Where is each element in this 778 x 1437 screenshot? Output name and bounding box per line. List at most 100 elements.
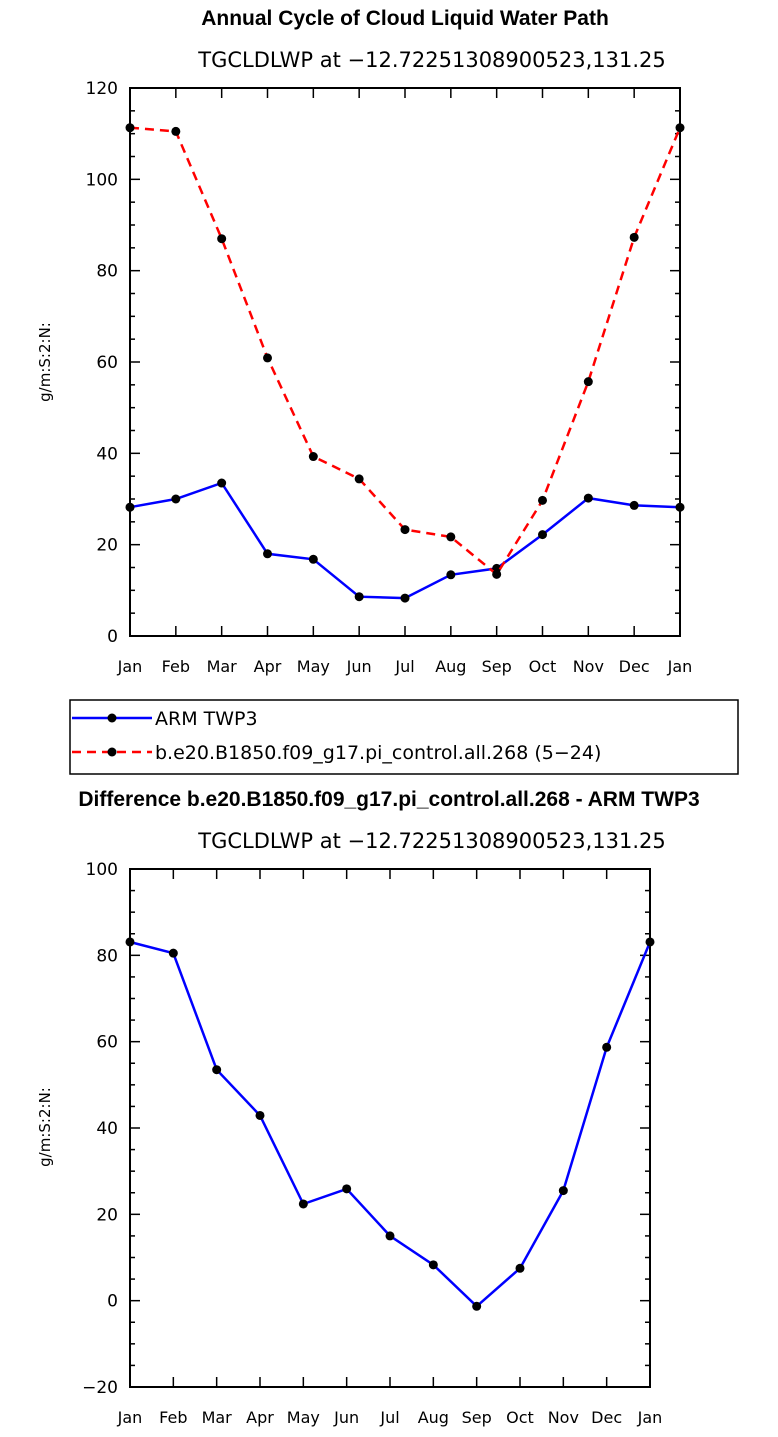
data-point xyxy=(263,353,272,363)
data-point xyxy=(354,474,364,484)
data-point xyxy=(645,937,655,947)
data-point xyxy=(629,500,639,510)
x-tick-label: Mar xyxy=(207,657,238,676)
series-line xyxy=(129,481,681,600)
y-tick-label: 40 xyxy=(96,1119,118,1139)
x-tick-label: Aug xyxy=(418,1408,449,1427)
legend-marker-arm xyxy=(107,713,117,723)
x-tick-label: Sep xyxy=(482,657,512,676)
x-tick-label: Dec xyxy=(619,657,650,676)
legend: ARM TWP3 b.e20.B1850.f09_g17.pi_control.… xyxy=(69,699,739,775)
legend-box xyxy=(69,699,739,775)
x-tick-label: Jan xyxy=(117,657,143,676)
data-point xyxy=(583,377,593,387)
data-point xyxy=(538,495,547,505)
data-point xyxy=(217,234,227,244)
x-tick-label: Feb xyxy=(159,1408,187,1427)
y-tick-label: 60 xyxy=(96,353,118,373)
data-point xyxy=(125,502,135,512)
x-tick-label: Sep xyxy=(462,1408,492,1427)
data-point xyxy=(354,592,364,602)
x-tick-label: Nov xyxy=(573,657,604,676)
x-tick-label: Jun xyxy=(346,657,372,676)
y-tick-label: 100 xyxy=(86,860,118,880)
x-tick-label: Jan xyxy=(667,657,693,676)
plot-frame xyxy=(129,868,651,1388)
data-point xyxy=(171,494,181,504)
chart-subtitle: TGCLDLWP at −12.72251308900523,131.25 xyxy=(197,48,666,72)
data-point xyxy=(400,525,410,535)
data-point xyxy=(212,1065,222,1075)
data-point xyxy=(446,532,456,542)
x-tick-label: Apr xyxy=(254,657,282,676)
y-axis-label: g/m:S:2:N: xyxy=(36,1087,54,1167)
series-line xyxy=(129,126,682,577)
x-tick-label: Aug xyxy=(435,657,466,676)
data-point xyxy=(583,493,593,503)
y-tick-label: 80 xyxy=(96,946,118,966)
data-point xyxy=(675,502,685,512)
chart-title: Annual Cycle of Cloud Liquid Water Path xyxy=(201,7,609,30)
legend-marker-model xyxy=(107,747,117,757)
y-tick-label: −20 xyxy=(82,1378,118,1398)
data-point xyxy=(428,1260,438,1270)
y-tick-label: 120 xyxy=(86,79,118,99)
x-tick-label: Jan xyxy=(117,1408,143,1427)
data-point xyxy=(308,554,318,564)
data-point xyxy=(298,1199,308,1209)
x-tick-label: Feb xyxy=(162,657,190,676)
data-point xyxy=(492,569,502,579)
chart-title: Difference b.e20.B1850.f09_g17.pi_contro… xyxy=(78,788,699,811)
data-point xyxy=(308,452,318,462)
series-0 xyxy=(125,937,655,1311)
x-tick-label: Dec xyxy=(591,1408,622,1427)
data-point xyxy=(558,1186,568,1196)
chart-subtitle: TGCLDLWP at −12.72251308900523,131.25 xyxy=(197,829,666,853)
y-tick-label: 40 xyxy=(96,444,118,464)
data-point xyxy=(400,593,410,603)
y-axis-label: g/m:S:2:N: xyxy=(36,322,54,402)
y-tick-label: 60 xyxy=(96,1033,118,1053)
x-tick-label: Jan xyxy=(637,1408,663,1427)
x-tick-label: Jul xyxy=(394,657,414,676)
y-tick-label: 0 xyxy=(107,627,118,647)
series-0 xyxy=(125,478,685,603)
x-tick-label: Mar xyxy=(202,1408,233,1427)
axis-ticks: −20 0 20 40 60 80 100 Jan Feb Mar Apr May Jun Jul Aug S… xyxy=(82,860,662,1427)
chart-annual-cycle: Annual Cycle of Cloud Liquid Water Path … xyxy=(36,7,692,676)
axis-ticks: 0 20 40 60 80 100 120 Jan Feb Mar Apr May Jun Jul Aug S… xyxy=(86,79,693,676)
data-point xyxy=(446,570,456,580)
data-point xyxy=(602,1042,612,1052)
data-point xyxy=(263,549,272,559)
data-point xyxy=(217,478,227,488)
plot-frame xyxy=(129,87,681,637)
x-tick-label: Oct xyxy=(529,657,557,676)
x-tick-label: May xyxy=(287,1408,320,1427)
y-tick-label: 0 xyxy=(107,1292,118,1312)
x-tick-label: Jun xyxy=(333,1408,359,1427)
legend-label-model: b.e20.B1850.f09_g17.pi_control.all.268 (… xyxy=(155,742,601,764)
y-tick-label: 20 xyxy=(96,536,118,556)
legend-label-arm: ARM TWP3 xyxy=(155,708,258,730)
data-point xyxy=(675,123,685,133)
series-line xyxy=(129,940,652,1308)
x-tick-label: Jul xyxy=(379,1408,399,1427)
data-point xyxy=(515,1263,525,1273)
x-tick-label: Apr xyxy=(246,1408,274,1427)
data-point xyxy=(538,530,547,540)
data-point xyxy=(168,948,178,958)
data-point xyxy=(171,126,181,136)
x-tick-label: May xyxy=(297,657,330,676)
y-tick-label: 20 xyxy=(96,1205,118,1225)
x-tick-label: Nov xyxy=(548,1408,579,1427)
series-1 xyxy=(125,123,685,579)
y-tick-label: 80 xyxy=(96,262,118,282)
data-point xyxy=(125,937,135,947)
x-tick-label: Oct xyxy=(506,1408,534,1427)
data-point xyxy=(629,232,639,242)
data-point xyxy=(472,1301,482,1311)
data-point xyxy=(255,1110,265,1120)
data-point xyxy=(385,1231,395,1241)
chart-difference: Difference b.e20.B1850.f09_g17.pi_contro… xyxy=(36,788,700,1427)
